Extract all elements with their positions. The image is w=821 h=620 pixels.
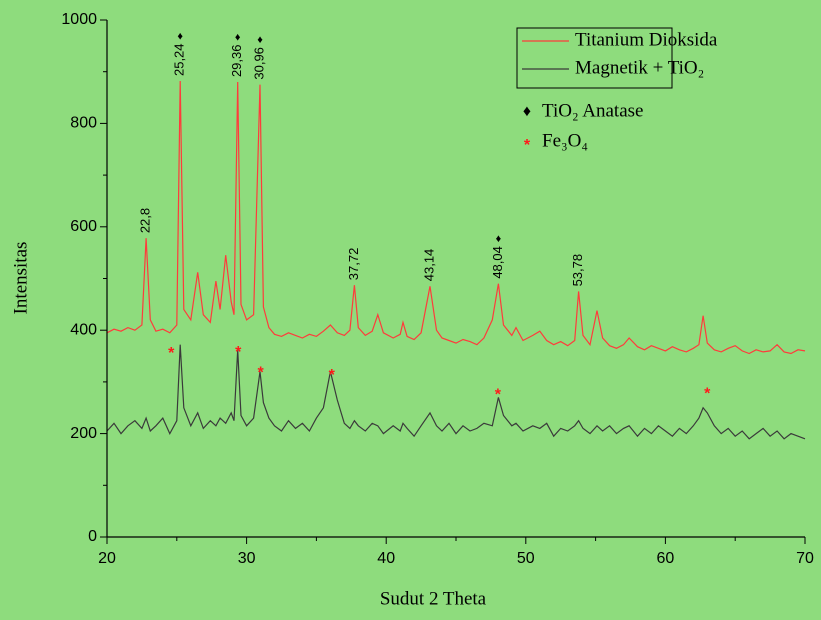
peak-label: 37,72 (346, 248, 361, 281)
y-axis-label: Intensitas (10, 242, 31, 315)
peak-label: 30,96 (251, 47, 266, 80)
phase-legend-label: TiO₂ Anatase (542, 100, 643, 121)
y-tick-label: 800 (70, 115, 97, 132)
y-tick-label: 200 (70, 425, 97, 442)
series-line (106, 80, 806, 355)
peak-label: 25,24 (172, 43, 187, 76)
y-tick-label: 1000 (61, 11, 97, 28)
legend-label: Magnetik + TiO₂ (575, 57, 704, 78)
series-line (106, 344, 806, 440)
peak-label: 43,14 (421, 249, 436, 282)
peak-label: 53,78 (570, 254, 585, 287)
peak-symbol: ♦ (177, 30, 183, 42)
phase-marker: * (329, 367, 336, 384)
phase-marker: * (704, 385, 711, 402)
y-tick-label: 0 (88, 528, 97, 545)
y-tick-label: 600 (70, 218, 97, 235)
phase-marker: * (257, 365, 264, 382)
x-tick-label: 60 (657, 550, 675, 567)
x-axis-label: Sudut 2 Theta (380, 588, 487, 609)
peak-label: 48,04 (490, 246, 505, 279)
phase-marker: * (495, 386, 502, 403)
x-tick-label: 70 (796, 550, 814, 567)
peak-symbol: ♦ (496, 233, 502, 245)
peak-symbol: ♦ (235, 31, 241, 43)
y-tick-label: 400 (70, 321, 97, 338)
peak-label: 22,8 (138, 208, 153, 233)
x-tick-label: 50 (517, 550, 535, 567)
peak-symbol: ♦ (257, 34, 263, 46)
legend-box (516, 27, 673, 89)
phase-legend-label: Fe₃O₄ (542, 130, 588, 151)
phase-marker: * (235, 344, 242, 361)
phase-legend-symbol: ♦ (523, 103, 531, 120)
x-tick-label: 40 (377, 550, 395, 567)
peak-label: 29,36 (229, 44, 244, 77)
x-tick-label: 30 (238, 550, 256, 567)
legend-label: Titanium Dioksida (575, 29, 718, 50)
x-tick-label: 20 (98, 550, 116, 567)
phase-legend-symbol: * (524, 137, 531, 154)
phase-marker: * (168, 345, 175, 362)
